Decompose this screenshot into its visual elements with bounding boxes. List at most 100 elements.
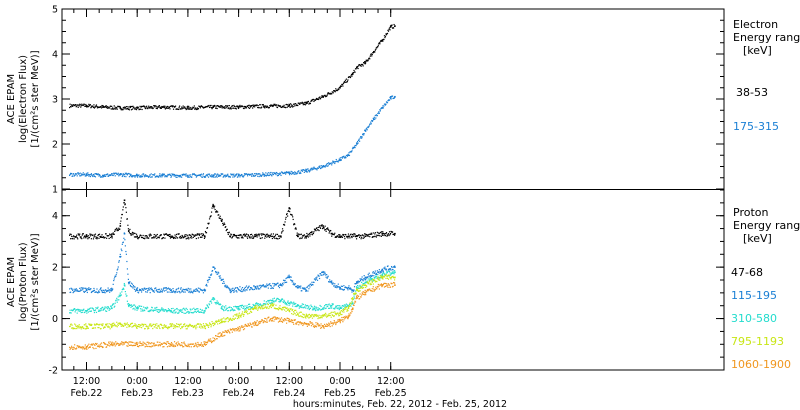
scatter-dot <box>223 106 225 109</box>
scatter-dot <box>328 315 330 317</box>
scatter-dot <box>307 236 309 238</box>
scatter-dot <box>138 236 140 239</box>
scatter-dot <box>78 325 80 328</box>
scatter-dot <box>177 341 179 343</box>
scatter-dot <box>167 308 170 310</box>
scatter-dot <box>323 326 325 328</box>
scatter-dot <box>151 106 153 108</box>
scatter-dot <box>213 297 215 299</box>
scatter-dot <box>232 310 234 312</box>
scatter-dot <box>115 325 117 327</box>
scatter-dot <box>365 61 367 63</box>
scatter-dot <box>177 309 179 311</box>
scatter-dot <box>144 309 146 312</box>
scatter-dot <box>153 233 155 236</box>
scatter-dot <box>366 291 368 293</box>
scatter-dot <box>393 279 396 281</box>
scatter-dot <box>370 121 372 123</box>
scatter-dot <box>86 174 88 176</box>
scatter-dot <box>110 290 112 292</box>
scatter-dot <box>190 309 192 311</box>
scatter-dot <box>337 235 339 237</box>
scatter-dot <box>388 234 390 237</box>
scatter-dot <box>196 234 198 236</box>
scatter-dot <box>298 312 300 314</box>
scatter-dot <box>152 290 154 292</box>
scatter-dot <box>205 175 207 177</box>
scatter-dot <box>224 174 226 176</box>
scatter-dot <box>129 325 131 328</box>
scatter-dot <box>307 323 309 325</box>
scatter-dot <box>193 173 195 175</box>
scatter-dot <box>260 237 262 240</box>
scatter-dot <box>251 175 253 177</box>
scatter-dot <box>360 296 362 298</box>
scatter-dot <box>283 223 285 226</box>
scatter-dot <box>327 162 329 165</box>
scatter-dot <box>174 105 177 107</box>
scatter-dot <box>175 235 177 237</box>
scatter-dot <box>335 88 337 90</box>
scatter-dot <box>343 82 345 84</box>
scatter-dot <box>234 175 236 177</box>
scatter-dot <box>162 342 164 344</box>
scatter-dot <box>166 346 169 348</box>
scatter-dot <box>265 233 267 236</box>
scatter-dot <box>187 343 189 345</box>
scatter-dot <box>342 289 344 291</box>
scatter-dot <box>168 107 171 109</box>
scatter-dot <box>135 324 137 326</box>
scatter-dot <box>310 322 312 324</box>
scatter-dot <box>291 313 293 315</box>
scatter-dot <box>109 233 111 235</box>
scatter-dot <box>258 233 260 235</box>
scatter-dot <box>224 107 226 109</box>
scatter-dot <box>132 341 134 344</box>
scatter-dot <box>366 59 368 61</box>
scatter-dot <box>326 277 328 279</box>
scatter-dot <box>133 307 135 309</box>
scatter-dot <box>373 235 375 237</box>
scatter-dot <box>252 322 254 324</box>
scatter-dot <box>235 313 238 315</box>
scatter-dot <box>113 322 115 324</box>
scatter-dot <box>176 344 179 347</box>
scatter-dot <box>114 106 116 108</box>
scatter-dot <box>129 105 131 108</box>
scatter-dot <box>138 108 141 110</box>
scatter-dot <box>317 317 319 320</box>
scatter-dot <box>112 304 114 306</box>
scatter-dot <box>147 326 149 328</box>
scatter-dot <box>377 44 379 46</box>
scatter-dot <box>289 174 291 176</box>
scatter-dot <box>235 235 237 237</box>
data-point <box>254 307 257 310</box>
scatter-dot <box>77 325 79 327</box>
scatter-dot <box>351 291 353 293</box>
scatter-dot <box>198 291 200 293</box>
scatter-dot <box>355 68 357 70</box>
scatter-dot <box>242 326 244 329</box>
scatter-dot <box>113 342 115 344</box>
scatter-dot <box>207 176 210 178</box>
scatter-dot <box>335 323 337 326</box>
scatter-dot <box>392 272 395 274</box>
scatter-dot <box>248 308 250 310</box>
scatter-dot <box>241 236 244 238</box>
scatter-dot <box>323 314 325 316</box>
data-point <box>351 73 354 76</box>
scatter-dot <box>316 227 318 229</box>
scatter-dot <box>360 280 362 282</box>
scatter-dot <box>186 324 188 326</box>
scatter-dot <box>310 315 313 317</box>
scatter-dot <box>371 55 373 57</box>
scatter-dot <box>315 278 318 280</box>
scatter-dot <box>243 314 245 316</box>
scatter-dot <box>166 311 168 313</box>
scatter-dot <box>236 317 239 320</box>
scatter-dot <box>284 281 287 284</box>
scatter-dot <box>310 233 312 235</box>
scatter-dot <box>80 289 82 291</box>
scatter-dot <box>380 231 382 233</box>
scatter-dot <box>96 107 99 109</box>
